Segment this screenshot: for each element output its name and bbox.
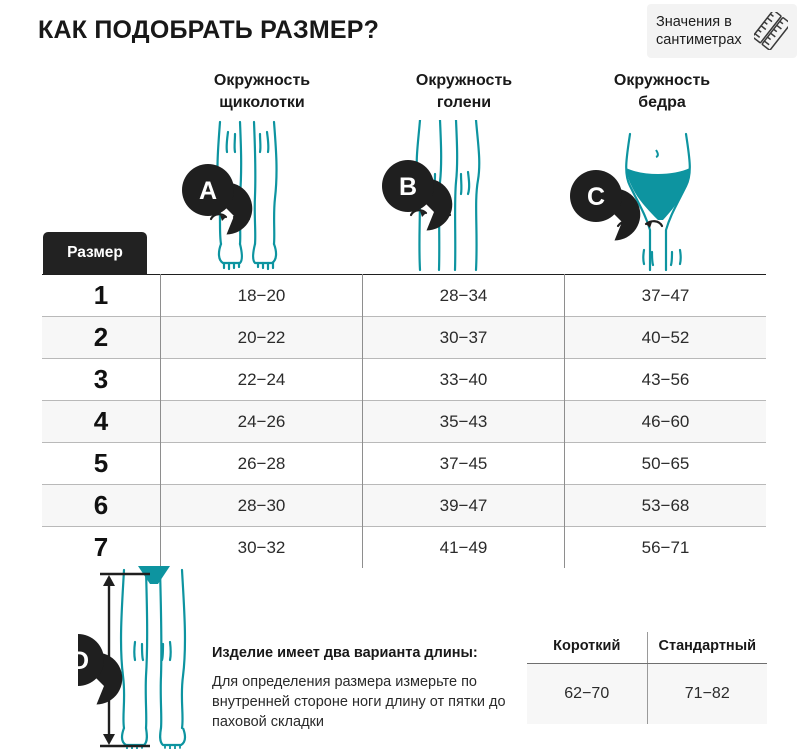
cell-calf: 41−49 [362, 526, 565, 568]
column-header-calf-line1: Окружность [415, 72, 513, 89]
length-variant-header-short: Короткий [527, 632, 648, 664]
marker-badge-b: B [382, 160, 453, 231]
marker-badge-d: D [78, 634, 123, 705]
cell-size: 2 [42, 316, 161, 359]
table-row: 7 30−32 41−49 56−71 [42, 526, 766, 568]
size-column-tab: Размер [43, 232, 147, 274]
length-heading: Изделие имеет два варианта длины: [212, 645, 478, 661]
table-row: 4 24−26 35−43 46−60 [42, 400, 766, 443]
cell-size: 6 [42, 484, 161, 527]
length-variants-table: Короткий Стандартный 62−70 71−82 [527, 632, 767, 724]
arrow-head-left [420, 211, 426, 217]
arrow-head-down [103, 734, 115, 745]
column-header-ankle-line2: щиколотки [219, 94, 305, 111]
length-variant-value-standard: 71−82 [647, 663, 767, 724]
cell-size: 4 [42, 400, 161, 443]
size-table: 1 18−20 28−34 37−47 2 20−22 30−37 40−52 3 22−24 33… [42, 274, 766, 568]
illustration-thigh-hips: C [570, 132, 691, 272]
groin-marker [138, 566, 170, 584]
ruler-icon [754, 12, 788, 50]
cell-ankle: 20−22 [160, 316, 363, 359]
cell-thigh: 56−71 [564, 526, 766, 568]
marker-badge-c: C [570, 170, 641, 241]
marker-label-a: A [199, 177, 217, 205]
size-column-tab-label: Размер [67, 244, 123, 261]
cell-ankle: 22−24 [160, 358, 363, 401]
cell-ankle: 30−32 [160, 526, 363, 568]
illustration-ankle-legs: A [182, 120, 278, 271]
cell-thigh: 40−52 [564, 316, 766, 359]
length-variants-value-row: 62−70 71−82 [527, 663, 767, 724]
cell-thigh: 46−60 [564, 400, 766, 443]
column-header-calf-line2: голени [436, 94, 492, 111]
arrow-head-left [220, 215, 226, 221]
cell-thigh: 50−65 [564, 442, 766, 485]
column-header-calf: Окружность голени [364, 70, 564, 114]
cell-calf: 30−37 [362, 316, 565, 359]
length-variant-value-short: 62−70 [527, 663, 648, 724]
table-row: 6 28−30 39−47 53−68 [42, 484, 766, 527]
cell-size: 3 [42, 358, 161, 401]
length-variants-body: 62−70 71−82 [527, 663, 767, 724]
cell-thigh: 43−56 [564, 358, 766, 401]
page-title: КАК ПОДОБРАТЬ РАЗМЕР? [38, 16, 380, 44]
cell-thigh: 37−47 [564, 274, 766, 317]
cell-calf: 39−47 [362, 484, 565, 527]
table-row: 3 22−24 33−40 43−56 [42, 358, 766, 401]
marker-label-d: D [78, 647, 89, 675]
unit-badge: Значения в сантиметрах [647, 4, 797, 58]
column-header-thigh-line1: Окружность [613, 72, 711, 89]
marker-badge-a: A [182, 164, 253, 235]
arrow-head-up [103, 575, 115, 586]
size-table-body: 1 18−20 28−34 37−47 2 20−22 30−37 40−52 3 22−24 33… [42, 274, 766, 568]
arrow-head-right [646, 222, 652, 228]
marker-label-c: C [587, 183, 605, 211]
cell-ankle: 18−20 [160, 274, 363, 317]
marker-label-b: B [399, 173, 417, 201]
cell-calf: 33−40 [362, 358, 565, 401]
cell-thigh: 53−68 [564, 484, 766, 527]
table-row: 2 20−22 30−37 40−52 [42, 316, 766, 359]
table-row: 5 26−28 37−45 50−65 [42, 442, 766, 485]
cell-ankle: 26−28 [160, 442, 363, 485]
cell-calf: 28−34 [362, 274, 565, 317]
illustration-calf-legs: B [382, 120, 481, 272]
unit-badge-line2: сантиметрах [656, 32, 742, 48]
cell-size: 7 [42, 526, 161, 568]
length-variants-head: Короткий Стандартный [527, 632, 767, 664]
cell-size: 1 [42, 274, 161, 317]
cell-ankle: 28−30 [160, 484, 363, 527]
cell-calf: 37−45 [362, 442, 565, 485]
table-row: 1 18−20 28−34 37−47 [42, 274, 766, 317]
unit-badge-line1: Значения в [656, 14, 732, 30]
cell-size: 5 [42, 442, 161, 485]
column-header-thigh: Окружность бедра [562, 70, 762, 114]
length-variant-header-standard: Стандартный [647, 632, 767, 664]
cell-calf: 35−43 [362, 400, 565, 443]
length-description: Для определения размера измерьте по внут… [212, 674, 506, 730]
cell-ankle: 24−26 [160, 400, 363, 443]
illustration-length-legs: D [78, 566, 187, 749]
unit-badge-text: Значения в сантиметрах [656, 13, 752, 49]
column-header-ankle: Окружность щиколотки [162, 70, 362, 114]
column-header-ankle-line1: Окружность [213, 72, 311, 89]
length-variants-header-row: Короткий Стандартный [527, 632, 767, 664]
column-header-thigh-line2: бедра [638, 94, 686, 111]
